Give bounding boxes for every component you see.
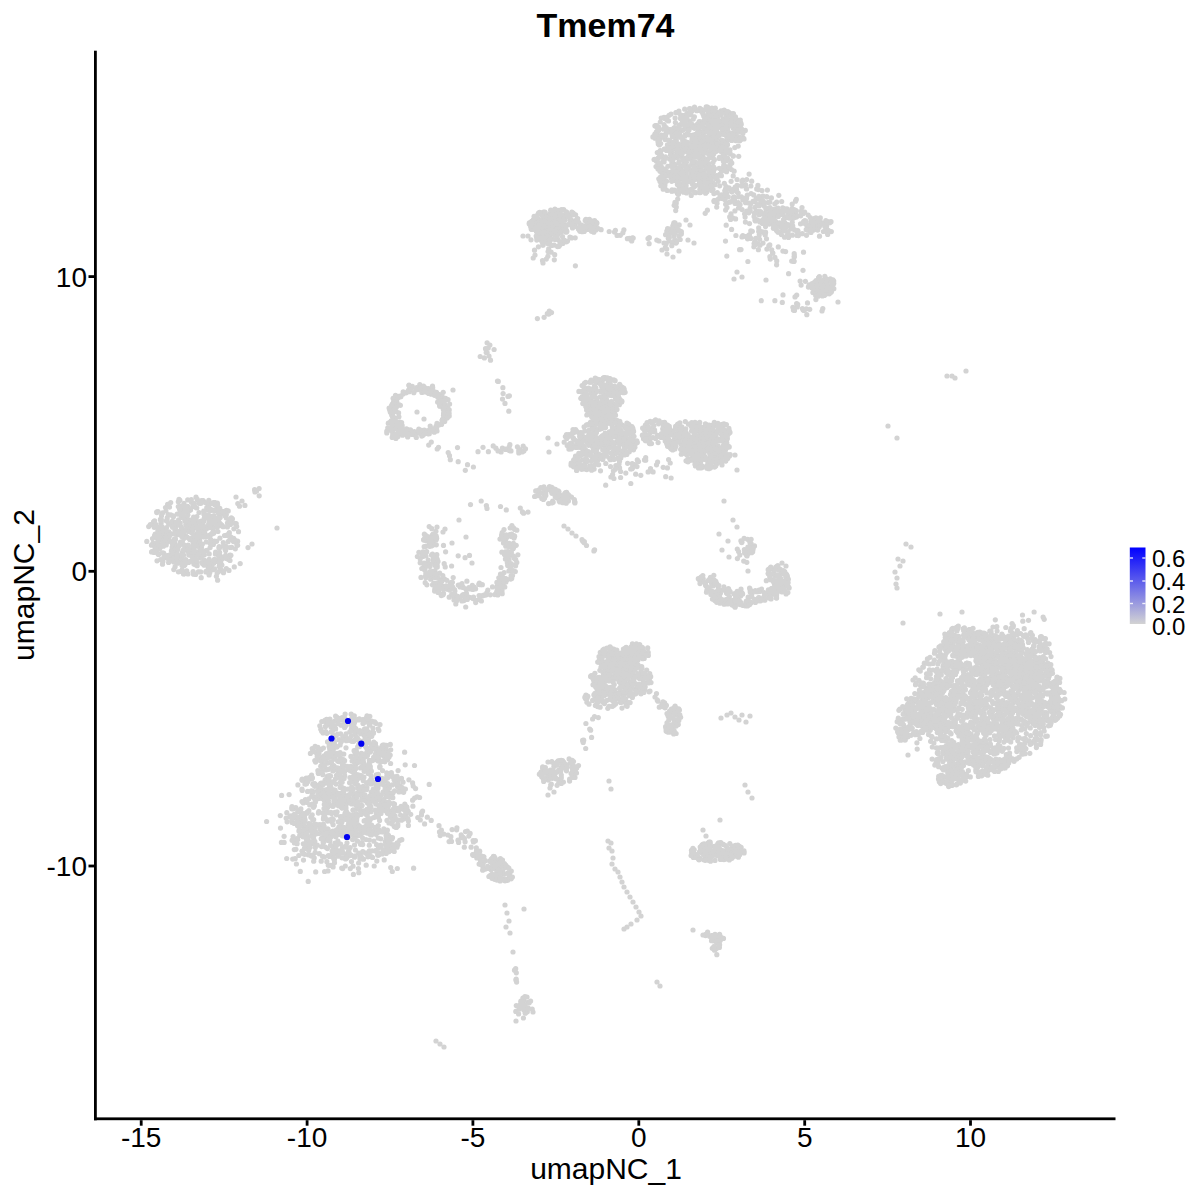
svg-text:-10: -10 — [287, 1122, 327, 1153]
svg-text:-10: -10 — [47, 851, 87, 882]
svg-text:10: 10 — [56, 262, 87, 293]
svg-text:-15: -15 — [121, 1122, 161, 1153]
svg-text:umapNC_2: umapNC_2 — [7, 509, 40, 661]
svg-text:0.0: 0.0 — [1152, 613, 1185, 640]
svg-text:0: 0 — [71, 556, 87, 587]
svg-text:umapNC_1: umapNC_1 — [530, 1152, 682, 1185]
svg-text:0: 0 — [631, 1122, 647, 1153]
svg-text:Tmem74: Tmem74 — [537, 6, 675, 44]
svg-text:10: 10 — [955, 1122, 986, 1153]
svg-text:-5: -5 — [460, 1122, 485, 1153]
svg-text:5: 5 — [797, 1122, 813, 1153]
